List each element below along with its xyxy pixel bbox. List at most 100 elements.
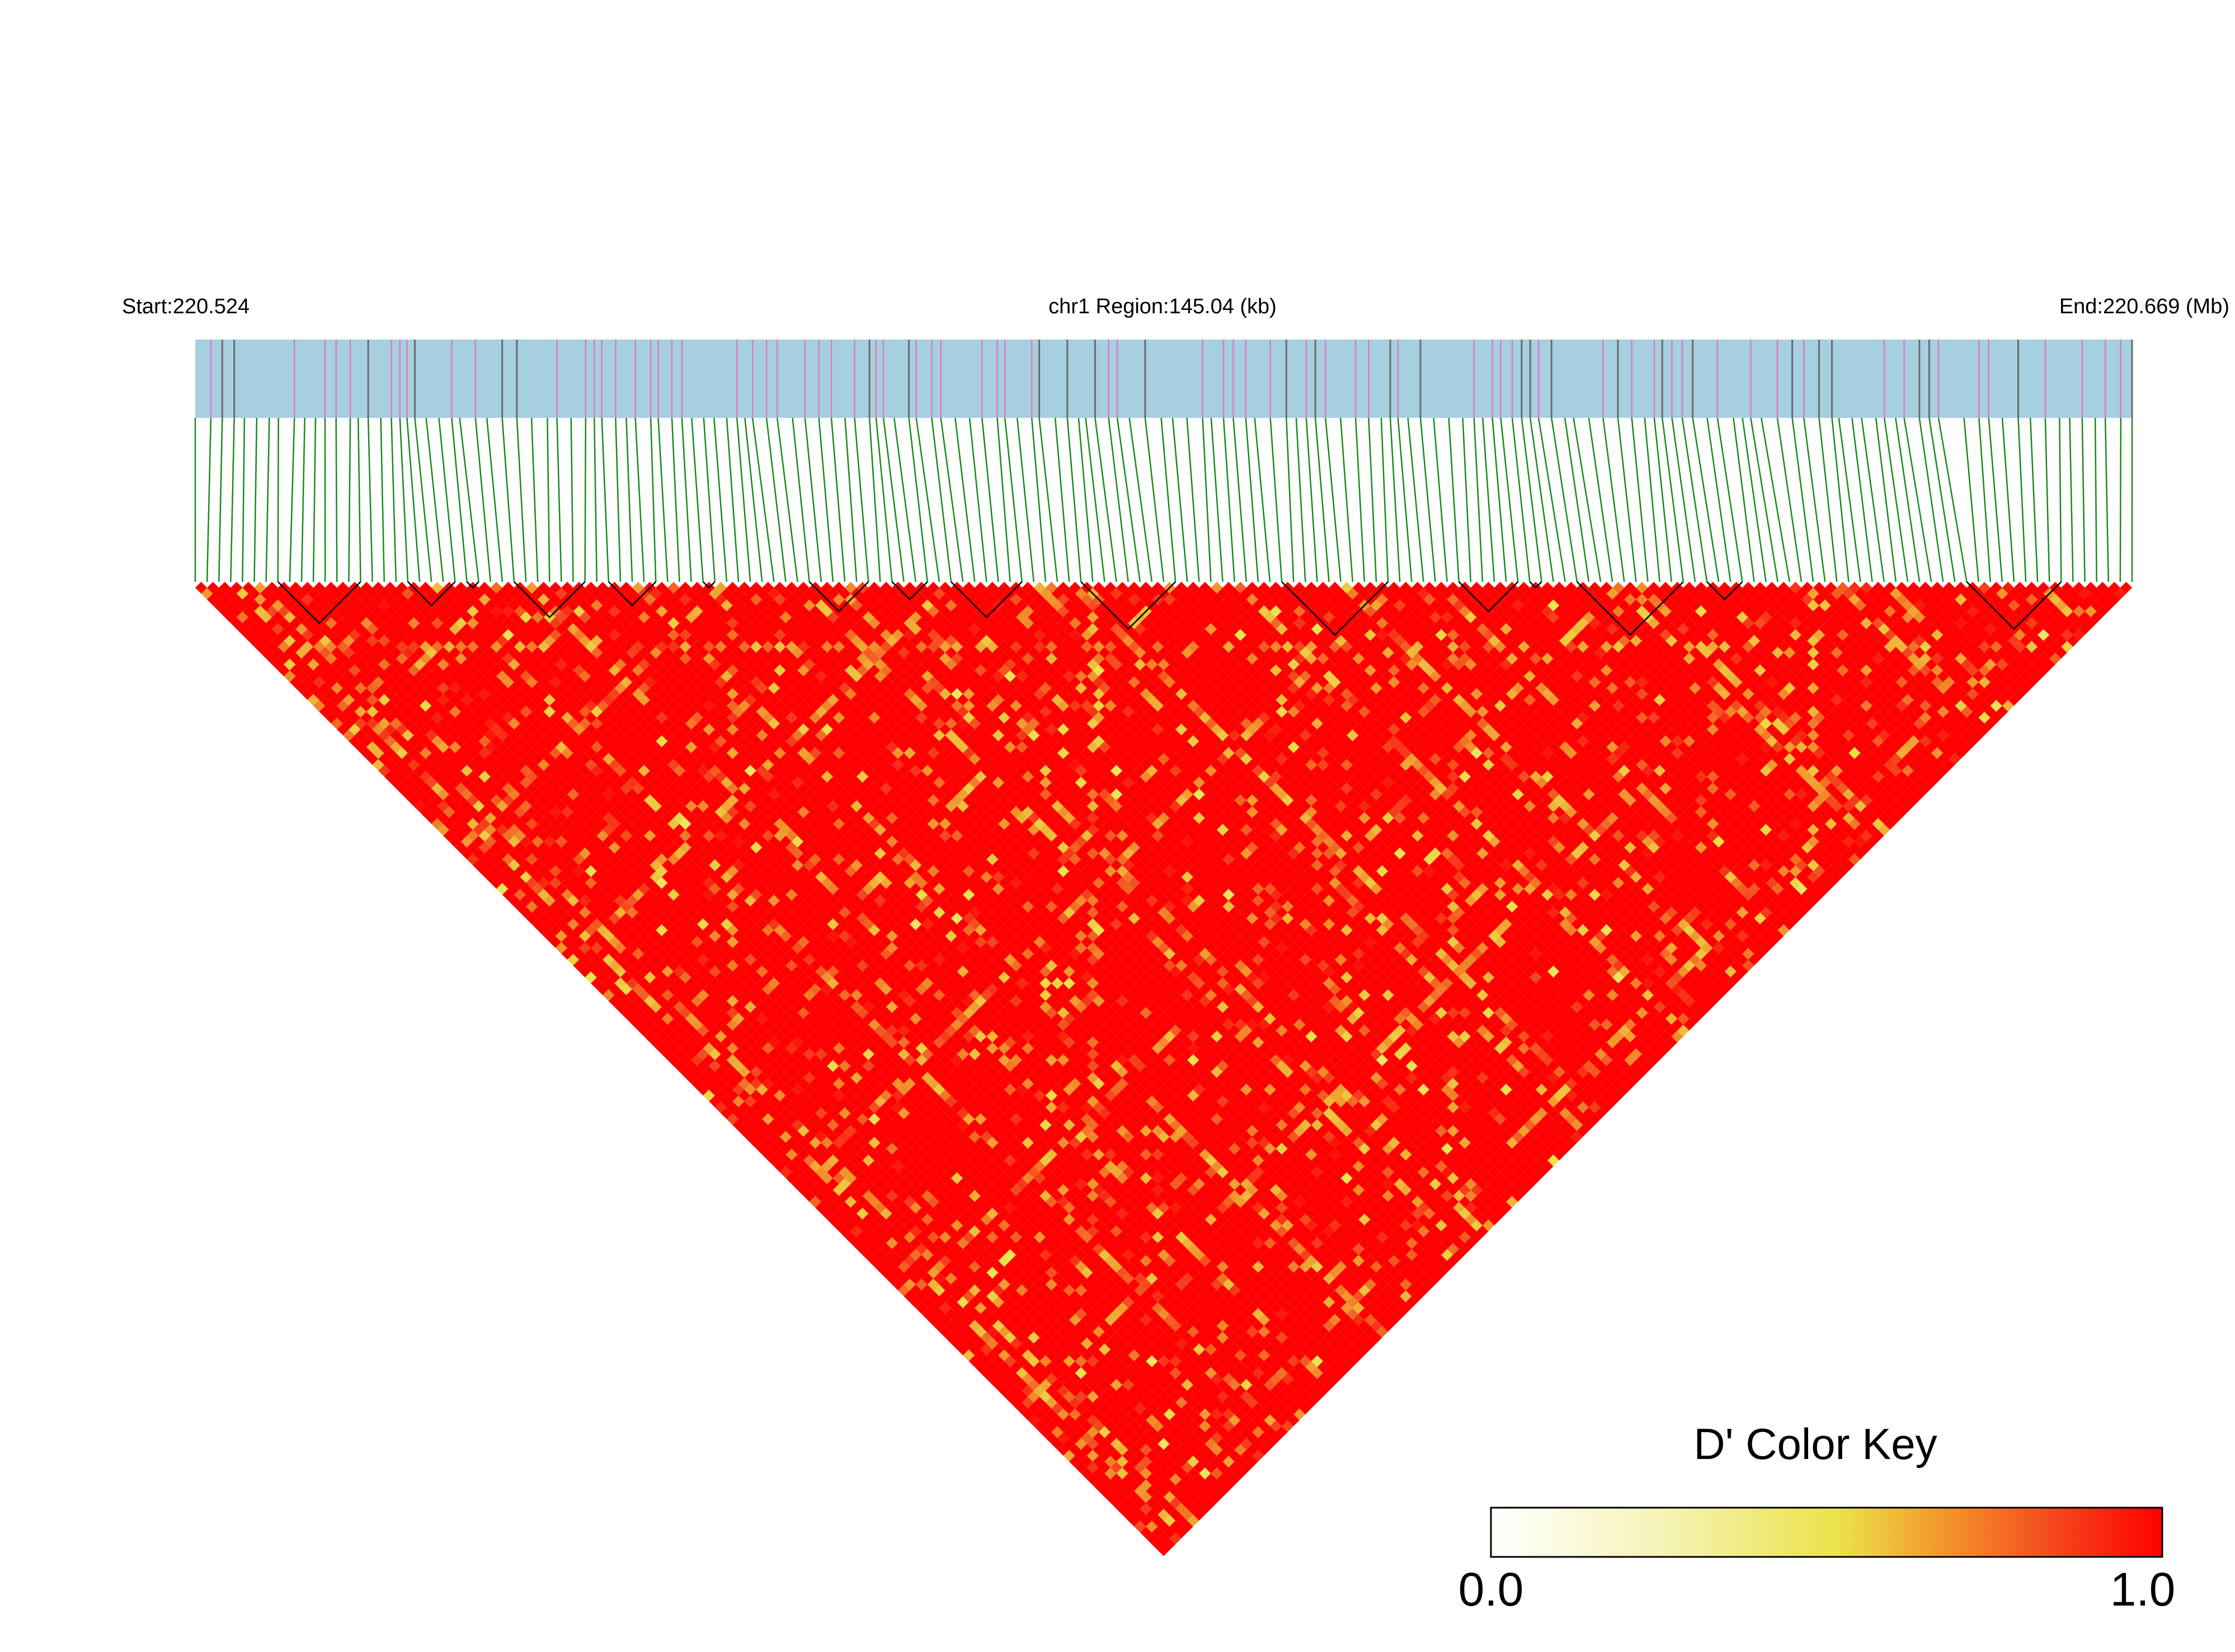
ld-cell: [272, 587, 284, 600]
ld-cell: [1010, 1302, 1022, 1314]
snp-connector-line: [2119, 417, 2122, 582]
ld-cell: [998, 1373, 1010, 1385]
ld-cell: [543, 883, 556, 895]
ld-cell: [342, 670, 355, 683]
ld-cell: [473, 765, 485, 777]
ld-cell: [809, 1125, 821, 1137]
snp-connector-lines: [194, 417, 2133, 582]
region-end-label: End:220.669 (Mb): [2059, 295, 2229, 318]
ld-cell: [390, 634, 402, 647]
ld-cell: [531, 788, 544, 801]
ld-cell: [785, 1113, 798, 1126]
ld-cell: [413, 694, 426, 706]
ld-cell: [360, 735, 373, 747]
ld-cell: [1164, 1432, 1176, 1444]
ld-cell: [431, 747, 444, 759]
ld-cell: [372, 641, 384, 653]
ld-cell: [561, 853, 573, 865]
ld-cell: [596, 841, 609, 854]
ld-cell: [520, 906, 532, 919]
ld-cell: [933, 1190, 945, 1202]
ld-cell: [992, 1272, 1005, 1285]
ld-cell: [272, 623, 284, 635]
ld-cell: [1158, 1497, 1170, 1509]
ld-cell: [1122, 1497, 1135, 1509]
snp-connector-line: [1473, 417, 1484, 582]
ld-cell: [626, 977, 638, 990]
ld-cell: [484, 847, 497, 860]
ld-cell: [490, 759, 502, 771]
ld-cell: [980, 1308, 992, 1320]
ld-cell: [744, 1036, 756, 1048]
snp-connector-line: [1551, 417, 1578, 582]
ld-cell: [337, 629, 349, 641]
ld-cell: [366, 611, 379, 623]
snp-connector-line: [804, 417, 822, 582]
ld-cell: [443, 723, 455, 736]
ld-cell: [390, 670, 402, 683]
snp-connector-line: [830, 417, 846, 582]
ld-cell: [608, 877, 620, 889]
ld-cell: [413, 717, 426, 729]
ld-cell: [473, 788, 485, 801]
ld-cell: [460, 823, 473, 836]
ld-cell: [295, 682, 308, 694]
ld-cell: [1164, 1420, 1176, 1432]
ld-cell: [626, 918, 638, 930]
ld-cell: [1111, 1414, 1123, 1427]
ld-cell: [980, 1249, 992, 1261]
ld-cell: [1146, 1532, 1158, 1545]
ld-cell: [1069, 1420, 1081, 1432]
ld-cell: [585, 924, 597, 936]
ld-cell: [827, 1190, 839, 1202]
ld-cell: [478, 747, 491, 759]
ld-cell: [1122, 1402, 1135, 1415]
ld-cell: [951, 1243, 963, 1255]
ld-cell: [638, 1001, 650, 1013]
ld-cell: [425, 741, 437, 754]
ld-cell: [608, 912, 620, 925]
ld-cell: [295, 623, 308, 635]
snp-connector-line: [425, 417, 444, 582]
ld-cell: [915, 1243, 928, 1255]
ld-cell: [467, 853, 479, 865]
ld-cell: [420, 759, 432, 771]
ld-cell: [413, 658, 426, 671]
ld-cell: [827, 1154, 839, 1166]
ld-cell: [691, 959, 703, 972]
ld-cell: [939, 1219, 952, 1232]
ld-cell: [880, 1267, 892, 1279]
ld-cell: [496, 741, 509, 754]
snp-connector-line: [459, 417, 479, 582]
ld-cell: [437, 729, 449, 741]
snp-connector-line: [875, 417, 893, 582]
ld-cell: [484, 823, 497, 836]
snp-connector-line: [703, 417, 716, 582]
ld-cell: [420, 735, 432, 747]
ld-cell: [443, 700, 455, 712]
ld-cell: [1151, 1456, 1164, 1468]
ld-cell: [809, 1184, 821, 1196]
ld-cell: [1122, 1438, 1135, 1450]
ld-cell: [520, 776, 532, 789]
ld-cell: [910, 1225, 922, 1237]
ld-cell: [342, 658, 355, 671]
ld-cell: [797, 1066, 810, 1078]
ld-cell: [331, 623, 343, 635]
ld-cell: [496, 859, 509, 872]
ld-cell: [378, 741, 390, 754]
ld-cell: [390, 682, 402, 694]
ld-cell: [886, 1202, 898, 1214]
ld-cell: [980, 1272, 992, 1285]
ld-cell: [555, 883, 567, 895]
ld-cell: [608, 888, 620, 901]
ld-cell: [1016, 1296, 1028, 1309]
ld-cell: [1104, 1361, 1117, 1373]
ld-cell: [313, 664, 326, 676]
ld-cell: [284, 647, 296, 659]
ld-cell: [272, 611, 284, 623]
ld-cell: [508, 871, 520, 883]
snp-connector-line: [2104, 417, 2110, 582]
ld-cell: [360, 712, 373, 724]
ld-cell: [921, 1249, 934, 1261]
